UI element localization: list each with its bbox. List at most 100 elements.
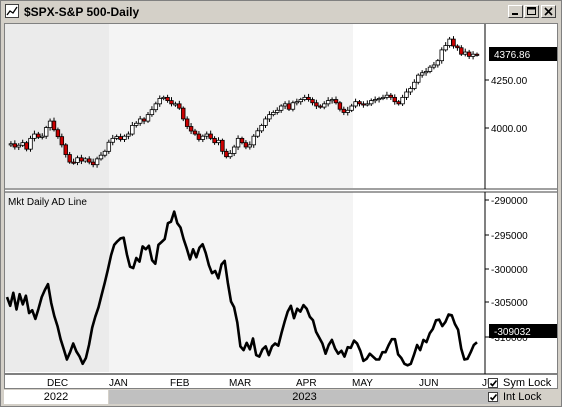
month-label: DEC xyxy=(47,378,68,388)
candle-down xyxy=(243,142,249,148)
candle-down xyxy=(466,51,472,57)
candle-down xyxy=(310,99,315,104)
month-label: APR xyxy=(296,378,317,388)
candle-up xyxy=(259,125,264,132)
candle-up xyxy=(404,91,409,98)
candle-down xyxy=(212,137,217,144)
candle-up xyxy=(20,142,25,146)
price-panel-shade-mid xyxy=(109,24,353,188)
year-label-2023: 2023 xyxy=(109,390,500,404)
candle-up xyxy=(271,112,276,116)
price-candles xyxy=(8,36,480,168)
chart-canvas[interactable]: 4250.00 4000.00 4376.86 Mkt Daily AD Lin… xyxy=(5,24,557,388)
candle-up xyxy=(75,157,80,163)
candle-down xyxy=(188,126,194,132)
candle-up xyxy=(8,143,14,146)
month-label: JAN xyxy=(109,378,128,388)
candle-down xyxy=(286,103,292,110)
year-bar: 2022 2023 xyxy=(4,389,500,405)
candle-up xyxy=(365,103,370,106)
candle-down xyxy=(451,38,456,47)
candle-down xyxy=(67,154,72,163)
ad-tick-label: -290000 xyxy=(491,196,528,207)
candle-down xyxy=(224,150,229,158)
candle-up xyxy=(416,74,421,83)
candle-down xyxy=(455,45,460,49)
ad-last-tag: -309032 xyxy=(489,324,557,338)
candle-up xyxy=(200,135,206,140)
candle-up xyxy=(122,135,127,140)
candle-up xyxy=(134,122,139,126)
candle-up xyxy=(384,94,390,98)
candle-up xyxy=(94,158,100,166)
candle-up xyxy=(106,141,112,152)
candle-up xyxy=(247,144,253,148)
price-axis: 4250.00 4000.00 xyxy=(485,76,528,135)
candle-up xyxy=(173,103,178,106)
candle-down xyxy=(337,102,343,110)
ad-panel-shade-mid xyxy=(109,192,353,372)
candle-down xyxy=(90,161,96,166)
candle-up xyxy=(439,49,444,62)
price-tag-box xyxy=(489,47,557,61)
candle-up xyxy=(290,102,296,110)
window-title: $SPX-S&P 500-Daily xyxy=(24,5,140,19)
candle-up xyxy=(447,38,452,46)
candle-up xyxy=(298,99,303,103)
year-label-2022: 2022 xyxy=(4,390,108,404)
int-lock-checkbox[interactable] xyxy=(488,392,498,402)
price-last-tag: 4376.86 xyxy=(489,47,557,61)
candle-up xyxy=(157,98,162,105)
minimize-button[interactable] xyxy=(508,5,523,18)
candle-up xyxy=(349,105,354,111)
candle-up xyxy=(470,53,476,57)
candle-up xyxy=(40,135,45,138)
candle-up xyxy=(126,133,131,137)
candle-up xyxy=(43,127,49,137)
candle-up xyxy=(353,101,358,107)
candle-up xyxy=(130,125,135,135)
candle-down xyxy=(196,133,202,140)
candle-down xyxy=(79,157,84,162)
chart-area[interactable]: 4250.00 4000.00 4376.86 Mkt Daily AD Lin… xyxy=(4,23,558,389)
month-label: MAY xyxy=(352,378,373,388)
ad-tag-box xyxy=(489,324,557,338)
candle-down xyxy=(177,103,182,109)
candle-up xyxy=(325,100,331,105)
candle-up xyxy=(369,100,374,105)
close-button[interactable] xyxy=(541,5,556,18)
candle-up xyxy=(235,137,241,148)
candle-up xyxy=(251,135,256,146)
candle-up xyxy=(427,66,433,72)
candle-up xyxy=(137,118,143,124)
candle-down xyxy=(184,118,190,127)
title-bar[interactable]: $SPX-S&P 500-Daily xyxy=(2,2,560,22)
candle-down xyxy=(12,143,18,148)
candle-down xyxy=(357,101,362,105)
candle-down xyxy=(71,161,76,164)
candle-up xyxy=(282,103,288,107)
int-lock-label: Int Lock xyxy=(503,391,542,403)
candle-down xyxy=(341,108,347,113)
candle-up xyxy=(435,60,441,66)
candle-down xyxy=(192,130,198,135)
candle-up xyxy=(110,137,115,143)
candle-down xyxy=(55,129,61,138)
maximize-button[interactable] xyxy=(524,5,539,18)
candle-down xyxy=(181,107,186,120)
candle-up xyxy=(443,45,448,51)
sym-lock-checkbox[interactable] xyxy=(488,378,498,388)
candle-up xyxy=(47,120,53,128)
ad-tick-label: -300000 xyxy=(491,265,528,276)
close-icon xyxy=(544,7,553,16)
candle-up xyxy=(400,96,405,105)
candle-up xyxy=(408,88,413,93)
month-label: FEB xyxy=(170,378,190,388)
ad-axis: -290000 -295000 -300000 -305000 -310000 xyxy=(485,196,528,344)
price-tick-label: 4000.00 xyxy=(491,124,528,135)
candle-up xyxy=(380,96,386,99)
candle-down xyxy=(169,100,174,105)
price-tick-label: 4250.00 xyxy=(491,76,528,87)
candle-down xyxy=(59,136,65,146)
